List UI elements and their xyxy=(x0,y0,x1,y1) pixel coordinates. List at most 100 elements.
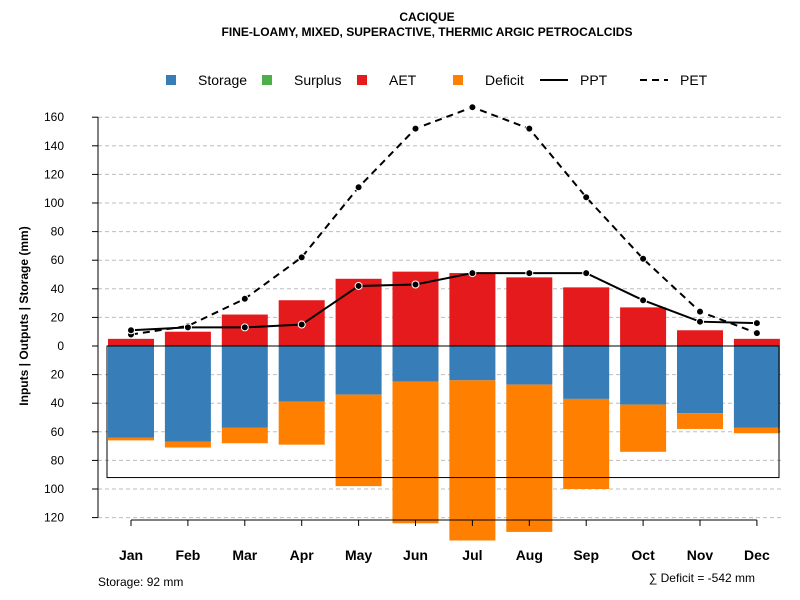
axes: 160 140 120 100 80 60 40 20 0 20 40 60 80 100 120 Jan Fe… xyxy=(44,110,770,563)
legend-label-deficit: Deficit xyxy=(485,72,524,88)
aet-bar xyxy=(108,338,154,346)
deficit-bar xyxy=(108,437,154,441)
storage-bar xyxy=(392,346,439,382)
storage-bar xyxy=(563,346,610,399)
ppt-point xyxy=(468,269,477,278)
storage-capacity-box xyxy=(106,345,780,479)
ppt-line xyxy=(130,272,757,332)
pet-point xyxy=(468,103,477,112)
deficit-bar xyxy=(733,427,780,434)
frames xyxy=(106,345,780,479)
x-tick-label: Sep xyxy=(573,547,599,563)
pet-line xyxy=(130,106,758,336)
aet-bar xyxy=(164,331,211,346)
y-tick-label: 160 xyxy=(44,110,64,124)
y-tick-label: 40 xyxy=(51,282,65,296)
deficit-bar xyxy=(335,394,382,487)
chart-title: CACIQUE xyxy=(399,10,454,24)
aet-bar xyxy=(677,330,723,346)
storage-bar xyxy=(506,346,553,385)
deficit-note: ∑ Deficit = -542 mm xyxy=(649,571,755,585)
deficit-bar xyxy=(392,381,439,524)
legend-swatch-aet xyxy=(357,75,367,85)
legend-label-surplus: Surplus xyxy=(294,72,341,88)
aet-bar xyxy=(733,338,780,346)
x-tick-label: Dec xyxy=(744,547,770,563)
storage-bar xyxy=(677,346,723,414)
y-tick-label: 60 xyxy=(51,425,65,439)
pet-point xyxy=(582,193,591,202)
aet-bar xyxy=(335,278,382,346)
bars xyxy=(108,271,780,541)
ppt-point xyxy=(582,269,591,278)
legend-swatch-storage xyxy=(166,75,176,85)
x-tick-label: Jun xyxy=(403,547,428,563)
x-tick-label: Oct xyxy=(631,547,655,563)
ppt-point xyxy=(525,269,534,278)
pet-point xyxy=(411,124,420,133)
aet-bar xyxy=(449,273,496,346)
lines xyxy=(127,103,761,339)
x-tick-label: Apr xyxy=(290,547,315,563)
y-tick-label: 120 xyxy=(44,167,64,181)
aet-bar xyxy=(506,277,553,346)
y-tick-label: 120 xyxy=(44,511,64,525)
y-tick-label: 20 xyxy=(51,368,65,382)
deficit-bar xyxy=(221,427,268,444)
pet-point xyxy=(525,124,534,133)
storage-bar xyxy=(620,346,667,405)
y-tick-label: 60 xyxy=(51,253,65,267)
y-tick-label: 20 xyxy=(51,310,65,324)
storage-bar xyxy=(278,346,325,402)
pet-point xyxy=(240,294,249,303)
y-tick-label: 100 xyxy=(44,196,64,210)
storage-bar xyxy=(221,346,268,428)
x-tick-label: Jul xyxy=(462,547,482,563)
ppt-point xyxy=(696,317,704,326)
ppt-point xyxy=(183,323,192,332)
storage-bar xyxy=(449,346,496,381)
pet-point xyxy=(696,307,704,316)
aet-bar xyxy=(620,307,667,346)
deficit-bar xyxy=(506,384,553,532)
x-tick-label: Aug xyxy=(516,547,543,563)
pet-point xyxy=(639,254,648,263)
x-tick-label: Nov xyxy=(687,547,714,563)
y-tick-label: 0 xyxy=(57,339,64,353)
deficit-bar xyxy=(278,401,325,445)
legend: Storage Surplus AET Deficit PPT PET xyxy=(166,72,708,88)
ppt-point xyxy=(127,326,135,335)
deficit-bar xyxy=(563,398,610,489)
pet-point xyxy=(354,183,363,192)
legend-label-pet: PET xyxy=(680,72,708,88)
storage-note: Storage: 92 mm xyxy=(98,575,183,589)
ppt-point xyxy=(411,280,420,289)
aet-bar xyxy=(563,287,610,346)
y-tick-label: 80 xyxy=(51,453,65,467)
ppt-point xyxy=(639,296,648,305)
ppt-point xyxy=(354,281,363,290)
legend-label-ppt: PPT xyxy=(580,72,608,88)
y-tick-label: 80 xyxy=(51,225,65,239)
x-tick-label: Jan xyxy=(119,547,143,563)
deficit-bar xyxy=(677,413,723,429)
y-tick-label: 100 xyxy=(44,482,64,496)
legend-label-storage: Storage xyxy=(198,72,247,88)
storage-bar xyxy=(108,346,154,438)
ppt-point xyxy=(297,320,306,329)
gridlines xyxy=(98,116,781,519)
chart-subtitle: FINE-LOAMY, MIXED, SUPERACTIVE, THERMIC … xyxy=(222,25,633,39)
storage-bar xyxy=(335,346,382,395)
storage-bar xyxy=(733,346,780,428)
legend-swatch-surplus xyxy=(262,75,272,85)
x-tick-label: Feb xyxy=(175,547,200,563)
x-tick-label: May xyxy=(345,547,372,563)
y-tick-label: 40 xyxy=(51,396,65,410)
x-tick-label: Mar xyxy=(232,547,257,563)
deficit-bar xyxy=(449,380,496,541)
y-axis-label: Inputs | Outputs | Storage (mm) xyxy=(17,226,31,405)
ppt-point xyxy=(752,319,761,328)
pet-point xyxy=(297,253,306,262)
pet-point xyxy=(752,329,761,338)
